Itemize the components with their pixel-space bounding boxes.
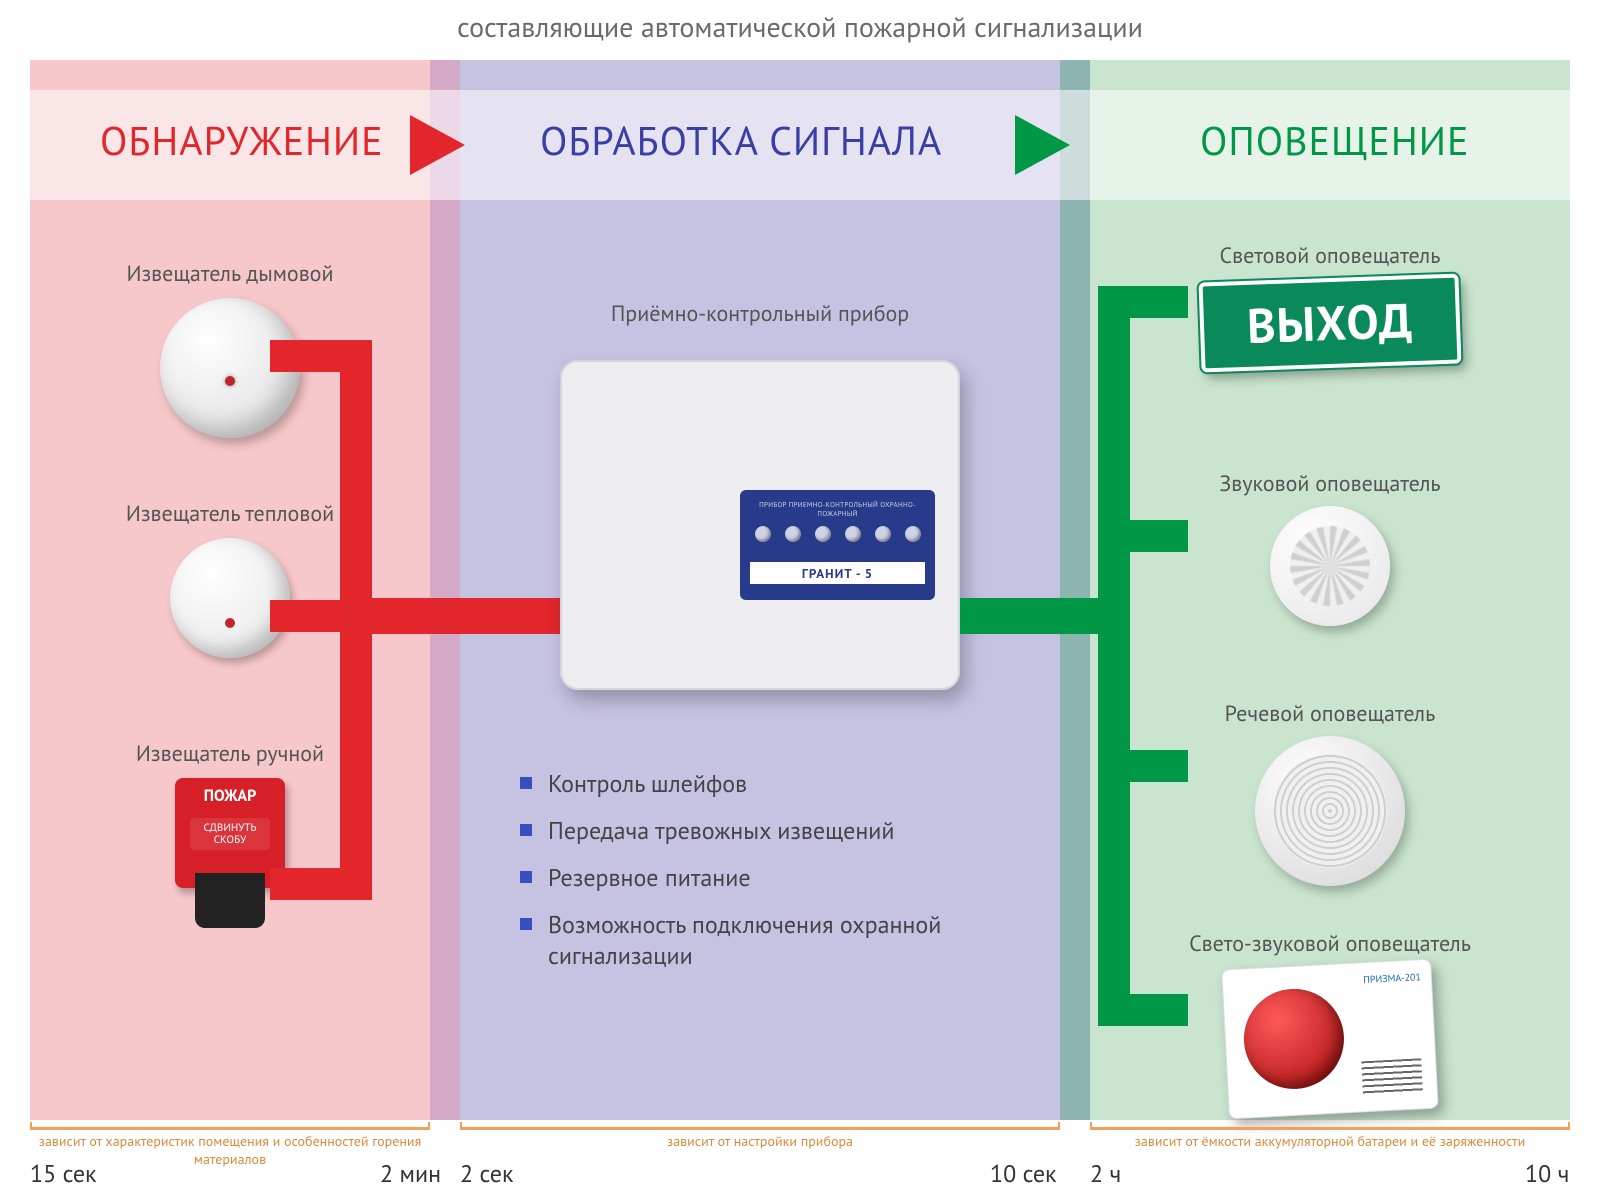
exit-sign-icon: ВЫХОД bbox=[1199, 273, 1462, 372]
page-title: составляющие автоматической пожарной сиг… bbox=[0, 8, 1600, 45]
feature-item: Возможность подключения охранной сигнали… bbox=[520, 901, 1040, 979]
processor-label: Приёмно-контрольный прибор bbox=[460, 300, 1060, 328]
column-gap-2 bbox=[1060, 60, 1090, 1120]
notifier-strobe-label: Свето-звуковой оповещатель bbox=[1090, 930, 1570, 958]
control-panel-brand: ГРАНИТ - 5 bbox=[750, 562, 925, 584]
timeline-segment-detection: зависит от характеристик помещения и осо… bbox=[30, 1122, 430, 1130]
timeline-tick: 2 мин bbox=[380, 1158, 441, 1189]
column-gap-1 bbox=[430, 60, 460, 1120]
feature-item: Резервное питание bbox=[520, 854, 1040, 901]
heat-detector-icon bbox=[170, 538, 290, 658]
manual-call-text-instruction: СДВИНУТЬ СКОБУ bbox=[190, 818, 270, 850]
arrow-to-processing-icon bbox=[410, 115, 465, 175]
stage-title-processing: ОБРАБОТКА СИГНАЛА bbox=[540, 115, 942, 167]
timeline-tick: 10 сек bbox=[990, 1158, 1057, 1189]
diagram: ОБНАРУЖЕНИЕ ОБРАБОТКА СИГНАЛА ОПОВЕЩЕНИЕ… bbox=[30, 60, 1570, 1120]
timeline: зависит от характеристик помещения и осо… bbox=[30, 1122, 1570, 1150]
notifier-voice-label: Речевой оповещатель bbox=[1090, 700, 1570, 728]
feature-list: Контроль шлейфов Передача тревожных изве… bbox=[520, 760, 1040, 979]
connector-red bbox=[270, 868, 350, 900]
connector-red bbox=[270, 600, 350, 632]
notifier-voice: Речевой оповещатель bbox=[1090, 700, 1570, 886]
strobe-model-tag: ПРИЗМА-201 bbox=[1363, 970, 1421, 986]
timeline-caption: зависит от ёмкости аккумуляторной батаре… bbox=[1092, 1132, 1568, 1150]
timeline-segment-processing: зависит от настройки прибора bbox=[460, 1122, 1060, 1130]
timeline-tick: 2 ч bbox=[1090, 1158, 1121, 1189]
timeline-tick: 15 сек bbox=[30, 1158, 97, 1189]
notifier-sound: Звуковой оповещатель bbox=[1090, 470, 1570, 626]
timeline-tick: 10 ч bbox=[1525, 1158, 1569, 1189]
timeline-segment-notification: зависит от ёмкости аккумуляторной батаре… bbox=[1090, 1122, 1570, 1130]
arrow-to-notification-icon bbox=[1015, 115, 1070, 175]
control-panel-icon: ПРИБОР ПРИЕМНО-КОНТРОЛЬНЫЙ ОХРАННО-ПОЖАР… bbox=[560, 360, 960, 690]
notifier-sound-label: Звуковой оповещатель bbox=[1090, 470, 1570, 498]
feature-item: Контроль шлейфов bbox=[520, 760, 1040, 807]
connector-red bbox=[270, 340, 350, 372]
notifier-light-label: Световой оповещатель bbox=[1090, 242, 1570, 270]
notifier-strobe: Свето-звуковой оповещатель ПРИЗМА-201 bbox=[1090, 930, 1570, 1114]
feature-item: Передача тревожных извещений bbox=[520, 807, 1040, 854]
connector-red-main bbox=[340, 598, 560, 634]
timeline-caption: зависит от настройки прибора bbox=[462, 1132, 1058, 1150]
sounder-icon bbox=[1270, 506, 1390, 626]
speaker-icon bbox=[1255, 736, 1405, 886]
stage-title-notification: ОПОВЕЩЕНИЕ bbox=[1200, 115, 1469, 167]
manual-call-text-fire: ПОЖАР bbox=[175, 786, 285, 806]
manual-call-point-icon: ПОЖАР СДВИНУТЬ СКОБУ bbox=[165, 778, 295, 928]
strobe-sounder-icon: ПРИЗМА-201 bbox=[1221, 959, 1439, 1120]
timeline-tick: 2 сек bbox=[460, 1158, 513, 1189]
control-panel-toptext: ПРИБОР ПРИЕМНО-КОНТРОЛЬНЫЙ ОХРАННО-ПОЖАР… bbox=[750, 500, 925, 518]
detector-smoke-label: Извещатель дымовой bbox=[30, 260, 430, 288]
stage-title-detection: ОБНАРУЖЕНИЕ bbox=[100, 115, 384, 167]
notifier-light: Световой оповещатель ВЫХОД bbox=[1090, 242, 1570, 368]
connector-green bbox=[1098, 286, 1130, 1026]
